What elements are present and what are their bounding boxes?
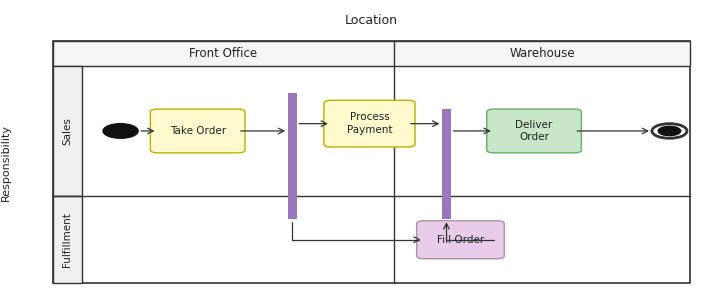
Text: Take Order: Take Order (170, 126, 226, 136)
Bar (442, 109, 451, 219)
Bar (53, 196, 82, 283)
Text: Responsibility: Responsibility (1, 124, 11, 201)
Text: Fulfillment: Fulfillment (62, 212, 72, 267)
Bar (288, 93, 297, 219)
Text: Process
Payment: Process Payment (347, 112, 392, 135)
Text: Front Office: Front Office (189, 47, 257, 60)
Text: Warehouse: Warehouse (510, 47, 575, 60)
Circle shape (652, 124, 687, 138)
FancyBboxPatch shape (416, 221, 504, 259)
Circle shape (658, 126, 681, 135)
Bar (53, 66, 82, 196)
Text: Deliver
Order: Deliver Order (515, 120, 552, 142)
Text: Location: Location (345, 14, 398, 27)
FancyBboxPatch shape (324, 100, 415, 147)
Bar (53, 41, 690, 66)
FancyBboxPatch shape (486, 109, 581, 153)
Text: Sales: Sales (62, 117, 72, 145)
FancyBboxPatch shape (151, 109, 245, 153)
Bar (53, 41, 690, 283)
Text: Fill Order: Fill Order (437, 235, 484, 245)
Circle shape (103, 124, 138, 138)
